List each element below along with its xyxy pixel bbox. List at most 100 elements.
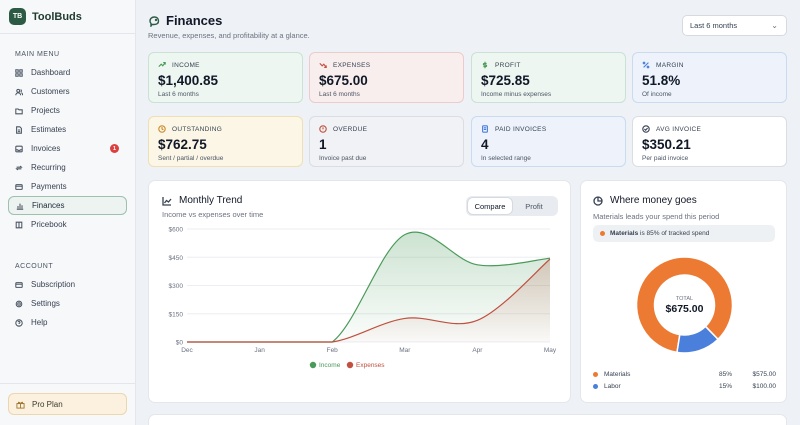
nav-label: Settings <box>31 299 60 308</box>
sidebar-item-finances[interactable]: Finances <box>8 196 127 215</box>
tab-compare[interactable]: Compare <box>468 198 512 214</box>
kpi-label-text: EXPENSES <box>333 61 371 69</box>
income-legend-label: Income <box>319 362 341 369</box>
nav-label: Subscription <box>31 280 76 289</box>
kpi-card-overdue: OVERDUE 1 Invoice past due <box>309 116 464 167</box>
spend-breakdown-title: Where money goes <box>593 195 697 206</box>
x-tick-label: Mar <box>399 347 411 354</box>
tab-profit[interactable]: Profit <box>525 201 543 211</box>
kpi-value: $1,400.85 <box>158 73 219 88</box>
piggy-bank-icon <box>149 15 160 27</box>
kpi-label: AVG INVOICE <box>642 125 777 133</box>
monthly-trend-subtitle: Income vs expenses over time <box>162 210 264 219</box>
divider <box>0 33 136 34</box>
spend-breakdown-subtitle: Materials leads your spend this period <box>593 212 720 221</box>
document-icon <box>15 125 23 134</box>
trend-view-toggle: Compare Profit <box>466 196 558 216</box>
sidebar-account-help[interactable]: Help <box>8 313 127 332</box>
nav-label: Invoices <box>31 144 61 153</box>
users-icon <box>15 88 23 96</box>
kpi-label-text: OVERDUE <box>333 125 368 133</box>
account-label: ACCOUNT <box>15 263 54 270</box>
plan-button[interactable]: Pro Plan <box>8 393 127 415</box>
expenses-legend-dot <box>346 361 354 369</box>
kpi-subtext: Sent / partial / overdue <box>158 155 224 162</box>
kpi-label: EXPENSES <box>319 61 454 69</box>
kpi-card-outstanding: OUTSTANDING $762.75 Sent / partial / overd… <box>148 116 303 167</box>
kpi-label-text: MARGIN <box>656 61 684 69</box>
spend-breakdown-panel: Where money goes Materials leads your sp… <box>580 180 787 403</box>
kpi-label-text: PAID INVOICES <box>495 125 547 133</box>
sidebar-item-pricebook[interactable]: Pricebook <box>8 215 127 234</box>
x-tick-label: May <box>544 347 557 354</box>
nav-label: Dashboard <box>31 68 71 77</box>
x-tick-label: Apr <box>472 347 483 354</box>
materials-dot <box>600 231 605 236</box>
page-subtitle: Revenue, expenses, and profitability at … <box>148 31 310 40</box>
monthly-trend-panel: Monthly Trend Income vs expenses over ti… <box>148 180 571 403</box>
sidebar: TB ToolBuds MAIN MENU Dashboard Customers… <box>0 0 136 425</box>
expenses-line <box>187 258 551 343</box>
kpi-subtext: Per paid invoice <box>642 155 689 162</box>
card-icon <box>15 281 23 289</box>
legend-amount: $575.00 <box>752 371 777 378</box>
sidebar-item-payments[interactable]: Payments <box>8 177 127 196</box>
legend-amount: $100.00 <box>752 383 777 390</box>
page-title-text: Finances <box>166 13 223 28</box>
monthly-trend-title-text: Monthly Trend <box>179 195 243 206</box>
spend-legend-row: Materials 85% $575.00 <box>593 371 776 378</box>
plan-label: Pro Plan <box>32 399 63 409</box>
receipt-icon <box>482 125 488 133</box>
gift-icon <box>16 401 25 409</box>
legend-dot <box>593 384 598 389</box>
nav-label: Recurring <box>31 163 66 172</box>
legend-pct: 15% <box>718 383 732 390</box>
sidebar-account-settings[interactable]: Settings <box>8 294 127 313</box>
kpi-value: $675.00 <box>319 73 368 88</box>
kpi-subtext: Of income <box>642 91 672 98</box>
nav-label: Customers <box>31 87 70 96</box>
sidebar-item-dashboard[interactable]: Dashboard <box>8 63 127 82</box>
monthly-trend-chart: $0 $150 $300 $450 $600 Dec Jan Feb Mar Apr May Inco… <box>169 227 557 370</box>
kpi-card-profit: PROFIT $725.85 Income minus expenses <box>471 52 626 103</box>
kpi-label-text: AVG INVOICE <box>656 125 702 133</box>
spend-legend-row: Labor 15% $100.00 <box>593 383 776 390</box>
card-icon <box>15 183 23 191</box>
alert-icon <box>319 125 327 133</box>
kpi-label: MARGIN <box>642 61 777 69</box>
pie-chart-icon <box>593 195 603 206</box>
sidebar-account-subscription[interactable]: Subscription <box>8 275 127 294</box>
main-menu-label: MAIN MENU <box>15 51 60 58</box>
sidebar-item-customers[interactable]: Customers <box>8 82 127 101</box>
kpi-label: INCOME <box>158 61 293 69</box>
sidebar-item-estimates[interactable]: Estimates <box>8 120 127 139</box>
legend-name: Materials <box>604 371 631 378</box>
y-tick-label: $600 <box>169 227 184 234</box>
kpi-label-text: OUTSTANDING <box>172 125 223 133</box>
brand-name: ToolBuds <box>32 10 82 23</box>
kpi-card-income: INCOME $1,400.85 Last 6 months <box>148 52 303 103</box>
x-tick-label: Jan <box>254 347 265 354</box>
main-nav: Dashboard Customers Projects Estimates Invoi… <box>8 63 127 234</box>
book-icon <box>15 221 23 229</box>
sidebar-item-recurring[interactable]: Recurring <box>8 158 127 177</box>
income-legend-dot <box>309 361 317 369</box>
donut-slice-labor <box>676 325 720 354</box>
invoices-count-badge: 1 <box>110 144 119 153</box>
brand[interactable]: TB ToolBuds <box>9 8 82 25</box>
chart-icon <box>16 202 24 210</box>
y-tick-label: $450 <box>169 255 184 262</box>
kpi-subtext: Last 6 months <box>319 91 360 98</box>
nav-label: Payments <box>31 182 67 191</box>
help-icon <box>15 318 23 327</box>
y-tick-label: $300 <box>169 283 184 290</box>
sidebar-item-invoices[interactable]: Invoices 1 <box>8 139 127 158</box>
chevron-down-icon: ⌄ <box>771 21 778 30</box>
date-range-select[interactable]: Last 6 months ⌄ <box>682 15 787 36</box>
kpi-label-text: PROFIT <box>495 61 521 69</box>
kpi-subtext: Invoice past due <box>319 155 367 162</box>
sidebar-item-projects[interactable]: Projects <box>8 101 127 120</box>
grid-icon <box>15 68 23 77</box>
next-panel <box>148 414 787 425</box>
x-tick-label: Feb <box>327 347 339 354</box>
